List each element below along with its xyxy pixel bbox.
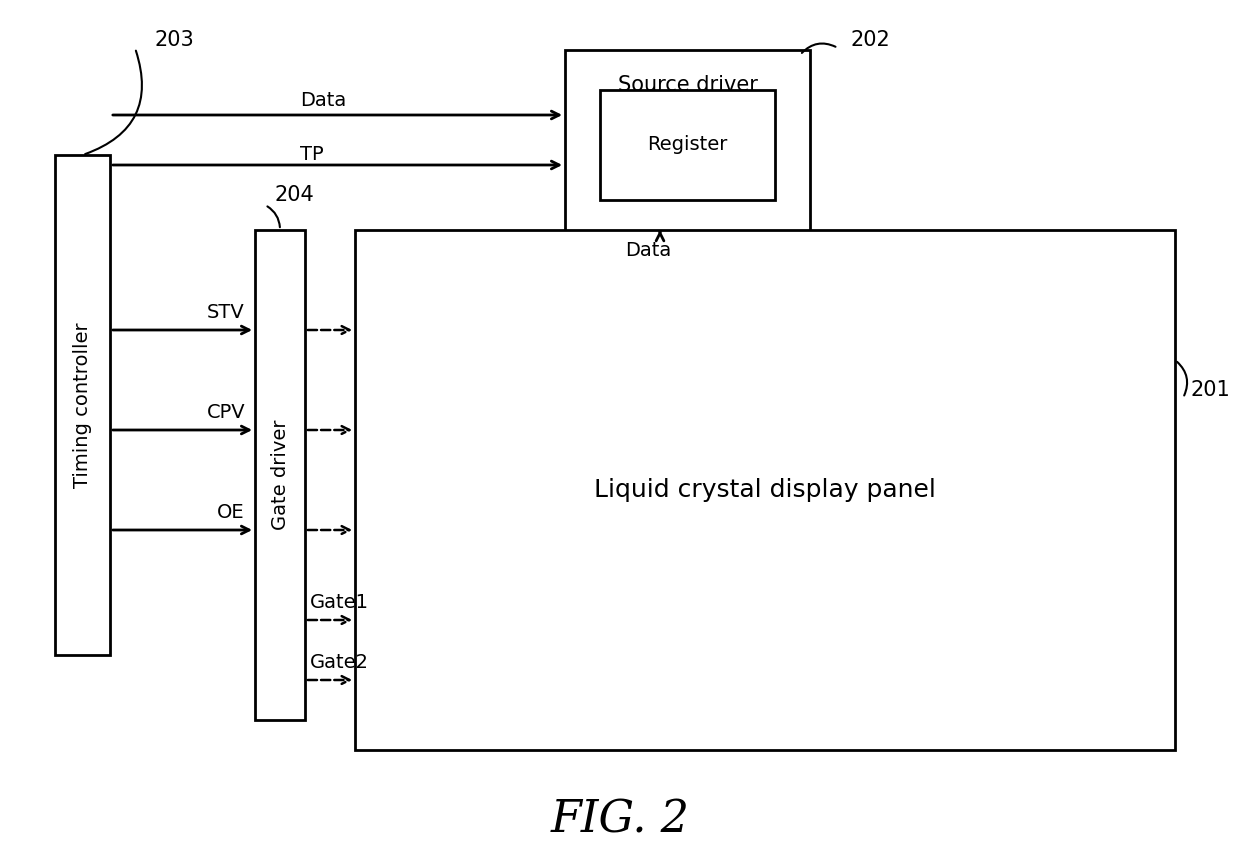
Text: CPV: CPV: [206, 403, 246, 422]
Text: Register: Register: [647, 136, 728, 155]
Text: Timing controller: Timing controller: [73, 322, 92, 488]
Bar: [355, 230, 1176, 750]
Bar: [600, 90, 775, 200]
Text: Liquid crystal display panel: Liquid crystal display panel: [594, 478, 936, 502]
Text: Gate1: Gate1: [310, 593, 370, 612]
Text: Source driver: Source driver: [618, 75, 758, 95]
Text: Data: Data: [300, 91, 346, 110]
Text: Gate2: Gate2: [310, 652, 370, 671]
Text: 201: 201: [1190, 380, 1230, 400]
Bar: [255, 230, 305, 720]
Text: TP: TP: [300, 145, 324, 164]
Text: 202: 202: [849, 30, 890, 50]
Text: STV: STV: [207, 302, 246, 321]
Text: FIG. 2: FIG. 2: [551, 798, 689, 842]
Text: 204: 204: [275, 185, 315, 205]
Bar: [55, 155, 110, 655]
Text: 203: 203: [155, 30, 195, 50]
Text: Gate driver: Gate driver: [270, 420, 289, 530]
Text: Data: Data: [625, 240, 671, 259]
Bar: [565, 50, 810, 235]
Text: OE: OE: [217, 503, 246, 522]
